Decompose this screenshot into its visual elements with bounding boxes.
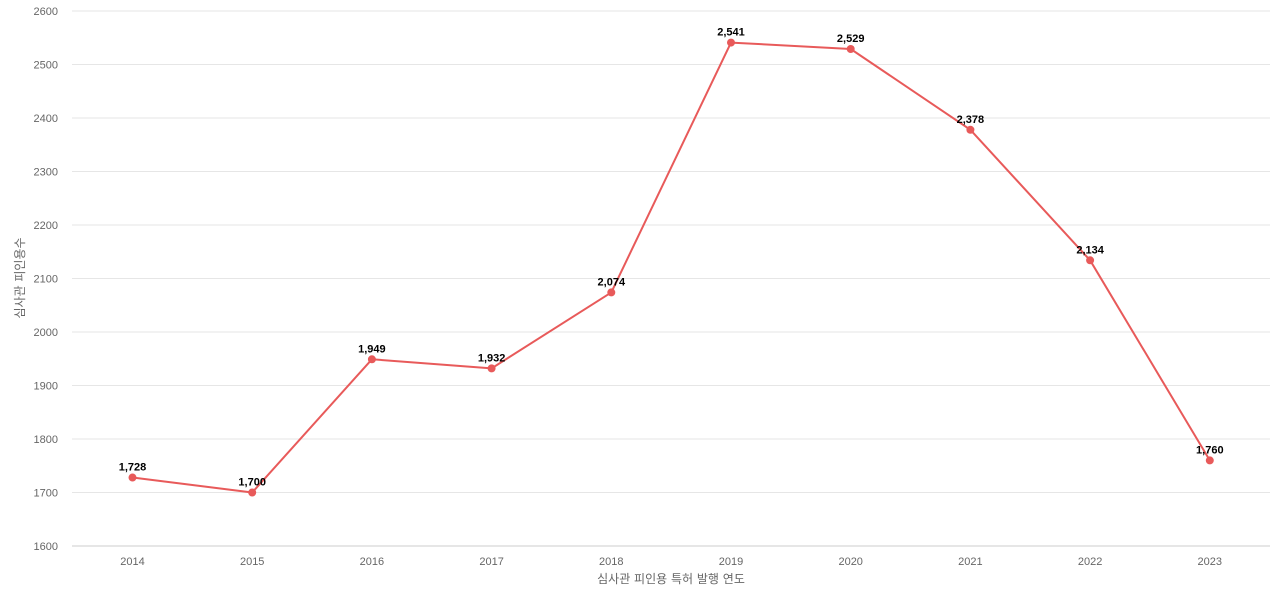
- data-label: 2,378: [957, 114, 985, 126]
- x-tick-label: 2014: [120, 556, 144, 568]
- y-tick-label: 2100: [34, 274, 58, 286]
- x-axis-title: 심사관 피인용 특허 발행 연도: [597, 571, 745, 586]
- x-axis-ticks: 2014 2015 2016 2017 2018 2019 2020 2021 2022 2023: [120, 556, 1222, 568]
- y-tick-label: 1700: [34, 488, 58, 500]
- data-point[interactable]: [128, 473, 137, 482]
- y-tick-label: 1900: [34, 381, 58, 393]
- data-point[interactable]: [367, 355, 376, 364]
- data-label: 2,529: [837, 33, 865, 45]
- gridlines: [72, 10, 1270, 547]
- data-point[interactable]: [846, 44, 855, 53]
- series-line: [132, 41, 1211, 494]
- x-tick-label: 2019: [719, 556, 743, 568]
- y-tick-label: 2400: [34, 113, 58, 125]
- x-tick-label: 2018: [599, 556, 623, 568]
- data-point[interactable]: [607, 288, 616, 297]
- data-point[interactable]: [487, 364, 496, 373]
- data-label: 2,074: [598, 276, 626, 288]
- data-point[interactable]: [1205, 456, 1214, 465]
- data-label: 1,932: [478, 352, 506, 364]
- y-tick-label: 2300: [34, 167, 58, 179]
- x-tick-label: 2021: [958, 556, 982, 568]
- data-label: 1,728: [119, 462, 147, 474]
- y-tick-label: 2200: [34, 220, 58, 232]
- y-tick-label: 2000: [34, 327, 58, 339]
- data-label: 1,700: [238, 477, 266, 489]
- y-axis-ticks: 1600 1700 1800 1900 2000 2100 2200 2300 2400 2500…: [34, 6, 58, 553]
- data-point[interactable]: [966, 125, 975, 134]
- x-tick-label: 2015: [240, 556, 264, 568]
- x-tick-label: 2023: [1198, 556, 1222, 568]
- data-label: 2,541: [717, 27, 745, 39]
- data-label: 1,949: [358, 343, 386, 355]
- data-label: 2,134: [1076, 244, 1104, 256]
- data-point[interactable]: [248, 488, 257, 497]
- y-axis-title: 심사관 피인용수: [13, 237, 27, 318]
- y-tick-label: 1800: [34, 434, 58, 446]
- y-tick-label: 2600: [34, 6, 58, 18]
- y-tick-label: 2500: [34, 60, 58, 72]
- y-tick-label: 1600: [34, 541, 58, 553]
- x-tick-label: 2017: [479, 556, 503, 568]
- data-label: 1,760: [1196, 444, 1224, 456]
- data-labels: 1,728 1,700 1,949 1,932 2,074 2,541 2,529 2,378…: [119, 27, 1224, 489]
- data-point[interactable]: [1086, 256, 1095, 265]
- series-group: [128, 38, 1214, 497]
- x-tick-label: 2016: [360, 556, 384, 568]
- x-tick-label: 2020: [838, 556, 862, 568]
- data-point[interactable]: [727, 38, 735, 47]
- x-tick-label: 2022: [1078, 556, 1102, 568]
